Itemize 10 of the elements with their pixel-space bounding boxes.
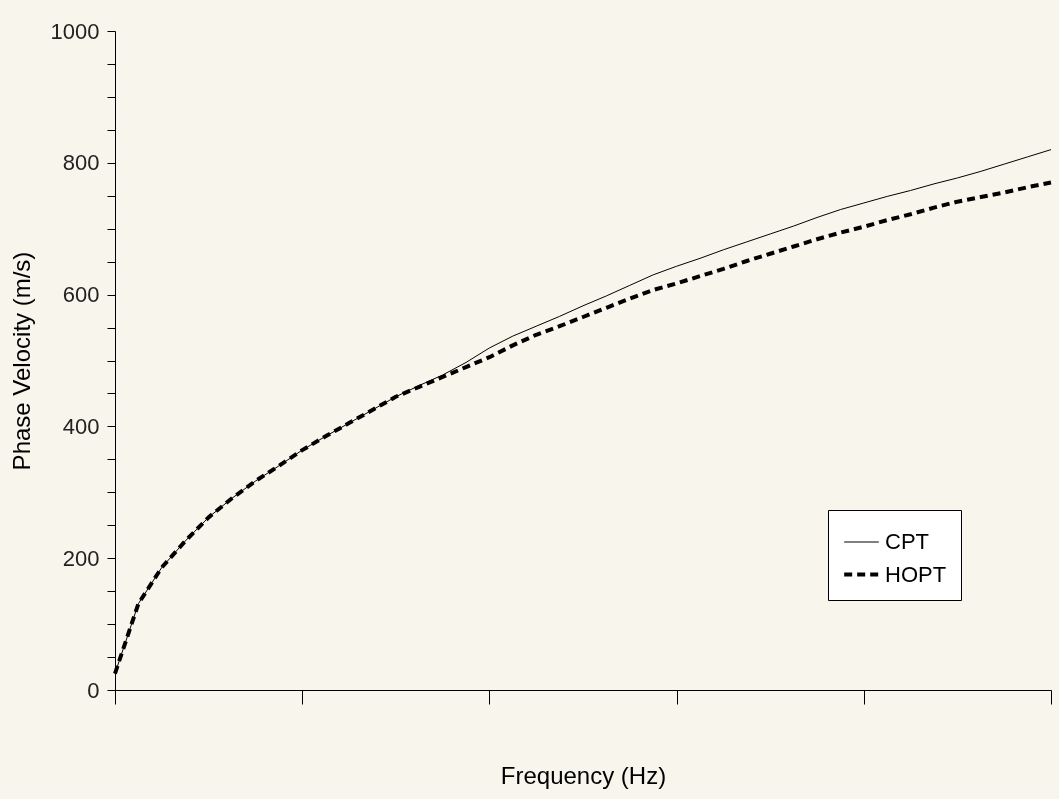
- y-tick-label: 0: [87, 677, 100, 703]
- y-tick-label: 1000: [50, 18, 100, 44]
- legend-label: CPT: [885, 529, 929, 554]
- y-axis-title: Phase Velocity (m/s): [7, 251, 35, 471]
- y-tick-label: 600: [62, 282, 100, 308]
- y-tick-label: 200: [62, 545, 100, 571]
- y-tick-label: 800: [62, 150, 100, 176]
- y-tick-label: 400: [62, 413, 100, 439]
- x-axis-title: Frequency (Hz): [500, 762, 667, 789]
- legend-label: HOPT: [885, 561, 947, 587]
